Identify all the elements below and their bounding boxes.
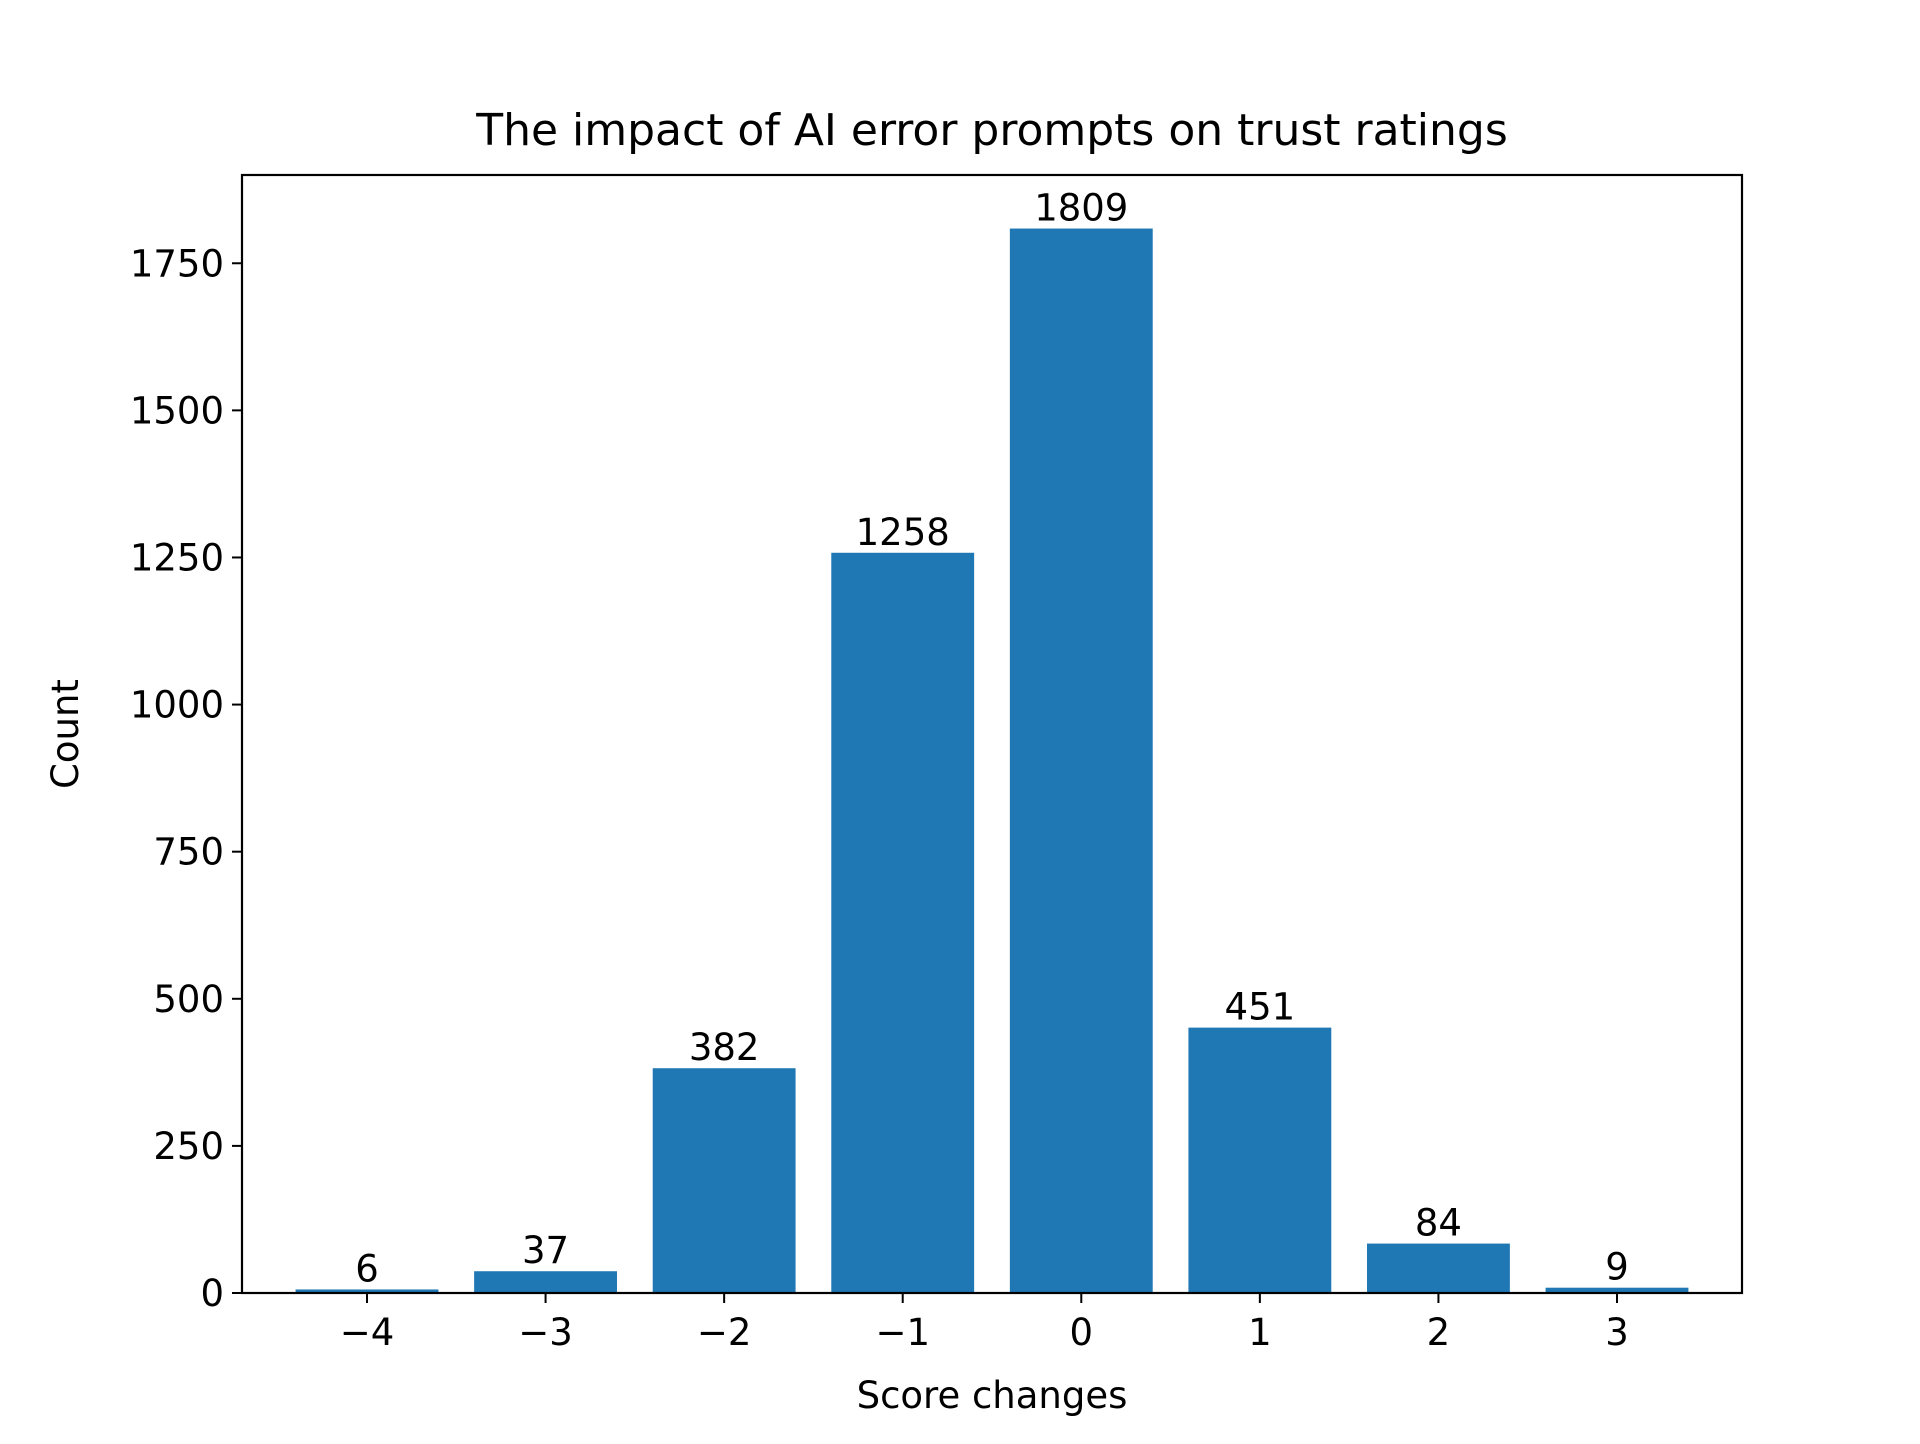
plot-frame [240, 173, 1744, 1295]
x-tick-label: −3 [518, 1311, 573, 1354]
x-tick-label: 2 [1427, 1311, 1451, 1354]
y-tick-label: 1250 [130, 536, 224, 579]
bar-value-label: 6 [355, 1247, 379, 1290]
bar [831, 552, 975, 1293]
bar [1367, 1243, 1510, 1293]
y-axis-ticks: 0 250 500 750 1000 1250 1500 1750 [130, 242, 242, 1315]
bar [1188, 1027, 1332, 1293]
x-tick-label: −2 [697, 1311, 752, 1354]
y-tick-label: 500 [153, 978, 224, 1021]
x-axis-ticks: −4 −3 −2 −1 0 1 2 3 [340, 1293, 1629, 1354]
bars-group [295, 228, 1689, 1294]
x-tick-label: 3 [1605, 1311, 1629, 1354]
bar [1009, 228, 1153, 1294]
bar [474, 1271, 617, 1293]
bar-value-label: 9 [1605, 1246, 1629, 1289]
x-tick-label: −4 [340, 1311, 395, 1354]
bar-value-label: 1809 [1034, 187, 1128, 230]
bar-value-label: 1258 [856, 511, 950, 554]
y-tick-label: 1500 [130, 389, 224, 432]
y-tick-label: 0 [200, 1272, 224, 1315]
bar [295, 1289, 439, 1293]
bar [652, 1068, 796, 1293]
y-tick-label: 750 [153, 831, 224, 874]
bar [1545, 1287, 1689, 1293]
bar-labels-group: 6 37 382 1258 1809 451 84 9 [355, 187, 1629, 1291]
y-axis-label: Count [44, 679, 87, 789]
chart-title: The impact of AI error prompts on trust … [475, 105, 1508, 156]
x-tick-label: 0 [1070, 1311, 1094, 1354]
bar-value-label: 84 [1415, 1202, 1462, 1245]
x-axis-label: Score changes [857, 1374, 1128, 1417]
bar-value-label: 382 [689, 1026, 760, 1069]
bar-value-label: 451 [1225, 986, 1296, 1029]
x-tick-label: 1 [1248, 1311, 1272, 1354]
y-tick-label: 1000 [130, 684, 224, 727]
y-tick-label: 250 [153, 1125, 224, 1168]
x-tick-label: −1 [875, 1311, 930, 1354]
y-tick-label: 1750 [130, 242, 224, 285]
bar-value-label: 37 [522, 1229, 569, 1272]
